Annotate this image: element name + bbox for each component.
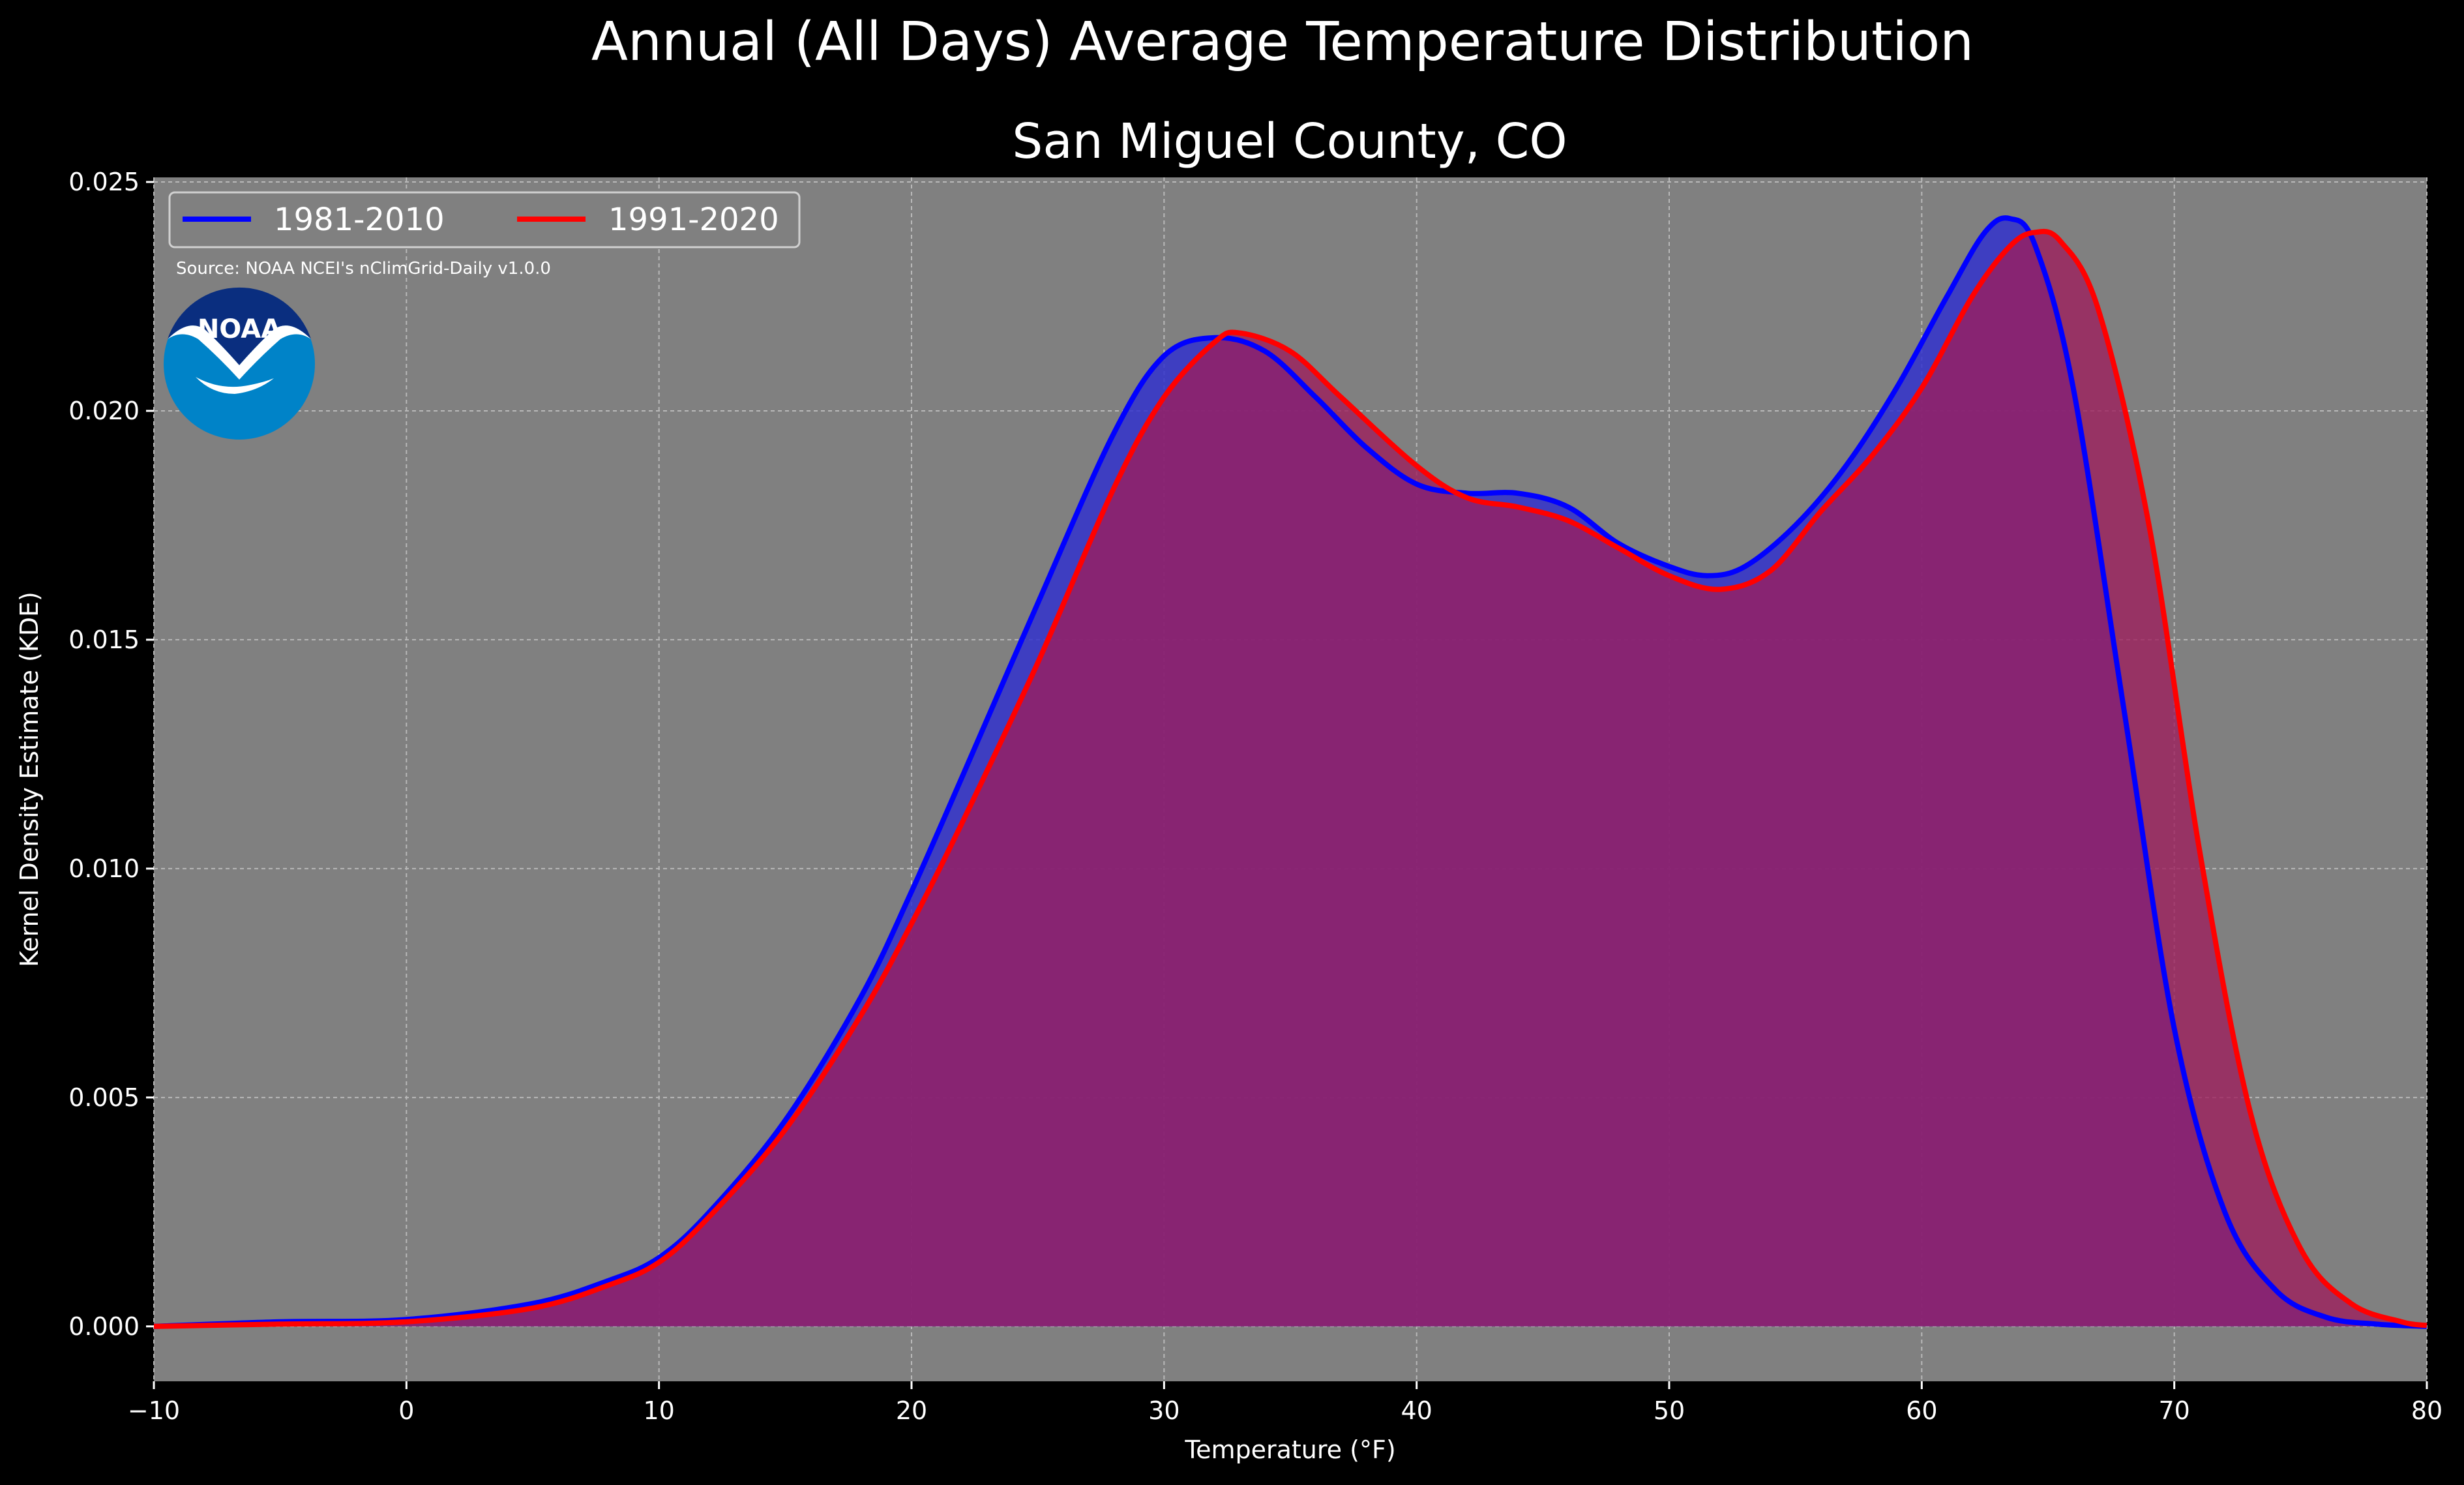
x-axis-ticks: −10 0 10 20 30 40 50 60 70 80 [128, 1381, 2442, 1425]
series-line-1981-2010 [153, 215, 2427, 1329]
y-axis-label: Kernel Density Estimate (KDE) [15, 592, 44, 967]
source-note: Source: NOAA NCEI's nClimGrid-Daily v1.0… [176, 259, 551, 278]
y-tick-label: 0.015 [68, 625, 140, 654]
x-tick-label: 10 [643, 1396, 674, 1425]
y-tick-label: 0.010 [68, 854, 140, 883]
noaa-logo-text: NOAA [198, 314, 281, 344]
x-axis-label: Temperature (°F) [1184, 1435, 1395, 1464]
density-lines [153, 215, 2427, 1329]
x-tick-label: 80 [2411, 1396, 2442, 1425]
area-1991-2020 [154, 231, 2427, 1327]
x-tick-label: 30 [1148, 1396, 1180, 1425]
x-tick-label: −10 [128, 1396, 180, 1425]
noaa-logo-icon: NOAA [164, 287, 315, 440]
legend: 1981-2010 1991-2020 [168, 191, 801, 248]
y-tick-label: 0.000 [68, 1312, 140, 1341]
x-tick-label: 20 [896, 1396, 927, 1425]
x-tick-label: 70 [2158, 1396, 2189, 1425]
legend-label-1981-2010: 1981-2010 [274, 202, 445, 238]
x-tick-label: 60 [1906, 1396, 1937, 1425]
y-axis-ticks: 0.000 0.005 0.010 0.015 0.020 0.025 [68, 168, 154, 1341]
legend-label-1991-2020: 1991-2020 [608, 202, 779, 238]
x-tick-label: 0 [398, 1396, 414, 1425]
y-tick-label: 0.020 [68, 397, 140, 425]
density-areas [154, 218, 2427, 1327]
series-line-1991-2020 [153, 228, 2427, 1329]
x-tick-label: 40 [1401, 1396, 1432, 1425]
chart-title: Annual (All Days) Average Temperature Di… [591, 11, 1974, 73]
x-tick-label: 50 [1654, 1396, 1685, 1425]
y-tick-label: 0.025 [68, 168, 140, 196]
chart-subtitle: San Miguel County, CO [1012, 113, 1567, 170]
y-tick-label: 0.005 [68, 1083, 140, 1112]
